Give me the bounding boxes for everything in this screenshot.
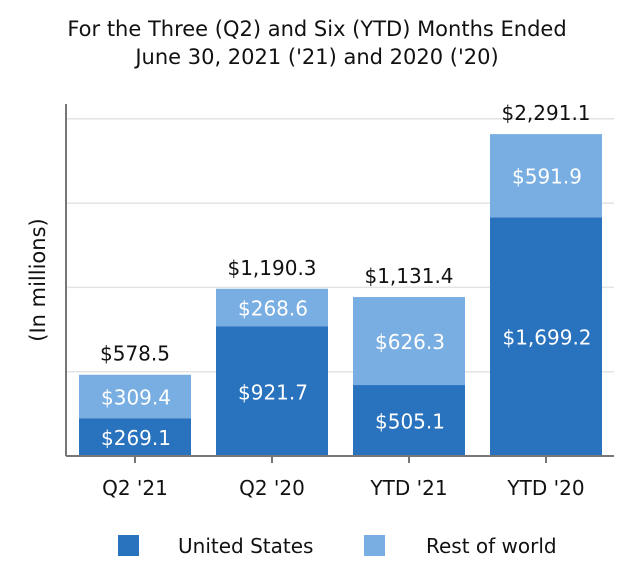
chart-subtitle: June 30, 2021 ('21) and 2020 ('20) <box>133 45 498 69</box>
bar-united-states-1 <box>79 418 191 456</box>
legend-swatch-rest-of-world <box>364 535 385 556</box>
data-label-rest-of-world: $591.9 <box>512 165 582 189</box>
bar-rest-of-world-4 <box>490 134 602 218</box>
data-label-united-states: $1,699.2 <box>502 326 591 350</box>
data-label-united-states: $269.1 <box>101 426 171 450</box>
y-axis-label: (In millions) <box>26 218 50 341</box>
data-label-rest-of-world: $626.3 <box>375 330 445 354</box>
x-tick-label: Q2 '20 <box>239 476 305 500</box>
data-label-rest-of-world: $309.4 <box>101 385 171 409</box>
legend-swatch-united-states <box>118 535 139 556</box>
legend-label-united-states: United States <box>178 534 313 558</box>
axes: Q2 '21 Q2 '20 YTD '21 YTD '20 <box>65 104 614 500</box>
x-tick-label: YTD '21 <box>369 476 447 500</box>
data-label-united-states: $505.1 <box>375 410 445 434</box>
x-tick-label: Q2 '21 <box>102 476 168 500</box>
total-label: $2,291.1 <box>501 101 590 125</box>
bar-rest-of-world-1 <box>79 374 191 419</box>
legend: United States Rest of world <box>118 534 557 558</box>
bar-rest-of-world-3 <box>353 297 465 386</box>
x-tick-label: YTD '20 <box>506 476 584 500</box>
data-label-united-states: $921.7 <box>238 380 308 404</box>
total-label: $1,190.3 <box>227 256 316 280</box>
total-label: $1,131.4 <box>364 264 453 288</box>
total-label: $578.5 <box>100 342 170 366</box>
bars: $269.1 $309.4 $578.5 $921.7 $268.6 $1,190.3 $5… <box>79 101 602 456</box>
bar-united-states-3 <box>353 385 465 456</box>
bar-united-states-4 <box>490 217 602 456</box>
bar-united-states-2 <box>216 326 328 456</box>
chart-title: For the Three (Q2) and Six (YTD) Months … <box>67 17 566 41</box>
legend-label-rest-of-world: Rest of world <box>426 534 557 558</box>
data-label-rest-of-world: $268.6 <box>238 297 308 321</box>
bar-rest-of-world-2 <box>216 288 328 327</box>
